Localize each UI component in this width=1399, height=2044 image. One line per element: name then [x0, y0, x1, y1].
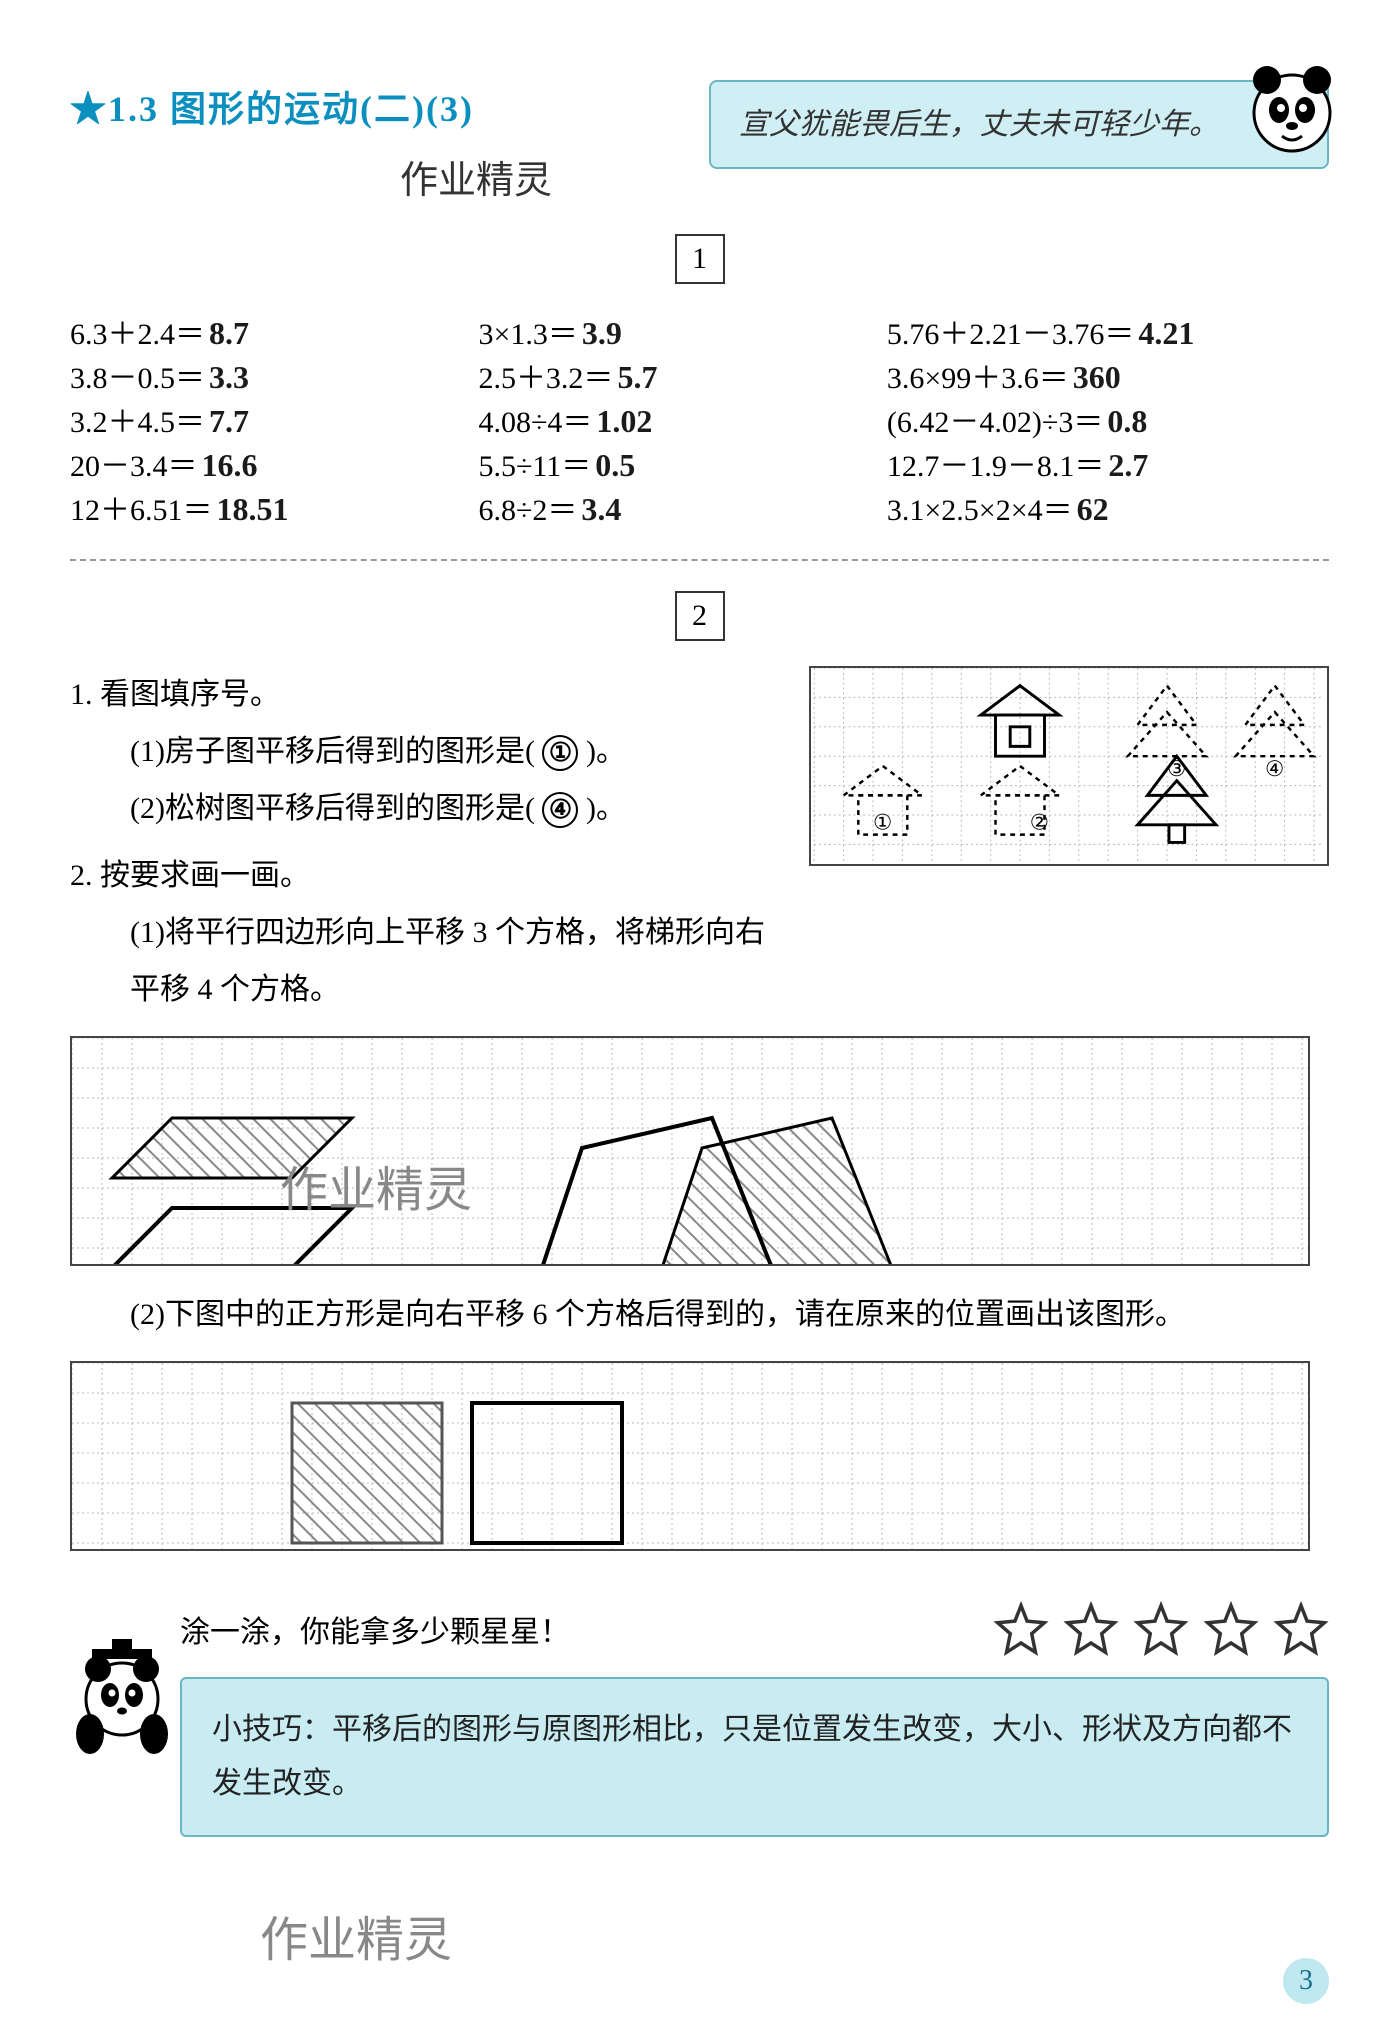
- quote-text: 宣父犹能畏后生，丈夫未可轻少年。: [739, 108, 1219, 141]
- page-number: 3: [1283, 1958, 1329, 2004]
- problem: 12＋6.51＝18.51: [70, 485, 438, 529]
- panda-scholar-icon: [62, 1639, 182, 1769]
- question-1a: (1)房子图平移后得到的图形是( ① )。: [70, 723, 779, 780]
- problem: (6.42－4.02)÷3＝0.8: [887, 397, 1329, 441]
- answer-circled: ①: [542, 735, 578, 771]
- problem: 3×1.3＝3.9: [478, 309, 846, 353]
- problem: 12.7－1.9－8.1＝2.7: [887, 441, 1329, 485]
- problem: 5.5÷11＝0.5: [478, 441, 846, 485]
- problem: 5.76＋2.21－3.76＝4.21: [887, 309, 1329, 353]
- problem: 20－3.4＝16.6: [70, 441, 438, 485]
- reference-figure: ① ② ③ ④: [809, 666, 1329, 866]
- star-icon[interactable]: [1133, 1601, 1189, 1657]
- problem: 3.1×2.5×2×4＝62: [887, 485, 1329, 529]
- arithmetic-grid: 6.3＋2.4＝8.7 3.8－0.5＝3.3 3.2＋4.5＝7.7 20－3…: [70, 309, 1329, 529]
- star-prompt: 涂一涂，你能拿多少颗星星！: [70, 1607, 973, 1651]
- star-icon[interactable]: [1063, 1601, 1119, 1657]
- answer-circled: ④: [542, 792, 578, 828]
- star-icon[interactable]: [1203, 1601, 1259, 1657]
- problem: 3.2＋4.5＝7.7: [70, 397, 438, 441]
- svg-text:①: ①: [873, 811, 892, 835]
- section-number-1: 1: [675, 234, 725, 284]
- star-icon[interactable]: [993, 1601, 1049, 1657]
- question-1-title: 1. 看图填序号。: [70, 666, 779, 723]
- section-title: ★1.3 图形的运动(二)(3): [70, 80, 474, 132]
- tip-text: 小技巧：平移后的图形与原图形相比，只是位置发生改变，大小、形状及方向都不发生改变…: [212, 1713, 1292, 1800]
- watermark: 作业精灵: [280, 1150, 472, 1220]
- question-1b: (2)松树图平移后得到的图形是( ④ )。: [70, 780, 779, 837]
- problem: 6.8÷2＝3.4: [478, 485, 846, 529]
- svg-text:②: ②: [1030, 811, 1049, 835]
- panda-icon: [1237, 58, 1347, 158]
- question-2b: (2)下图中的正方形是向右平移 6 个方格后得到的，请在原来的位置画出该图形。: [70, 1286, 1329, 1343]
- problem: 3.6×99＋3.6＝360: [887, 353, 1329, 397]
- svg-text:④: ④: [1265, 757, 1284, 781]
- problem: 6.3＋2.4＝8.7: [70, 309, 438, 353]
- problem: 3.8－0.5＝3.3: [70, 353, 438, 397]
- divider: [70, 559, 1329, 561]
- drawing-grid-1: [70, 1036, 1310, 1266]
- quote-box: 宣父犹能畏后生，丈夫未可轻少年。: [709, 80, 1329, 169]
- star-icon[interactable]: [1273, 1601, 1329, 1657]
- star-rating[interactable]: [993, 1601, 1329, 1657]
- tip-box: 小技巧：平移后的图形与原图形相比，只是位置发生改变，大小、形状及方向都不发生改变…: [180, 1677, 1329, 1837]
- svg-text:③: ③: [1167, 757, 1186, 781]
- problem: 4.08÷4＝1.02: [478, 397, 846, 441]
- watermark: 作业精灵: [260, 1900, 452, 1970]
- section-number-2: 2: [675, 591, 725, 641]
- question-2a: (1)将平行四边形向上平移 3 个方格，将梯形向右平移 4 个方格。: [70, 904, 779, 1018]
- drawing-grid-2: [70, 1361, 1310, 1551]
- problem: 2.5＋3.2＝5.7: [478, 353, 846, 397]
- question-2-title: 2. 按要求画一画。: [70, 847, 779, 904]
